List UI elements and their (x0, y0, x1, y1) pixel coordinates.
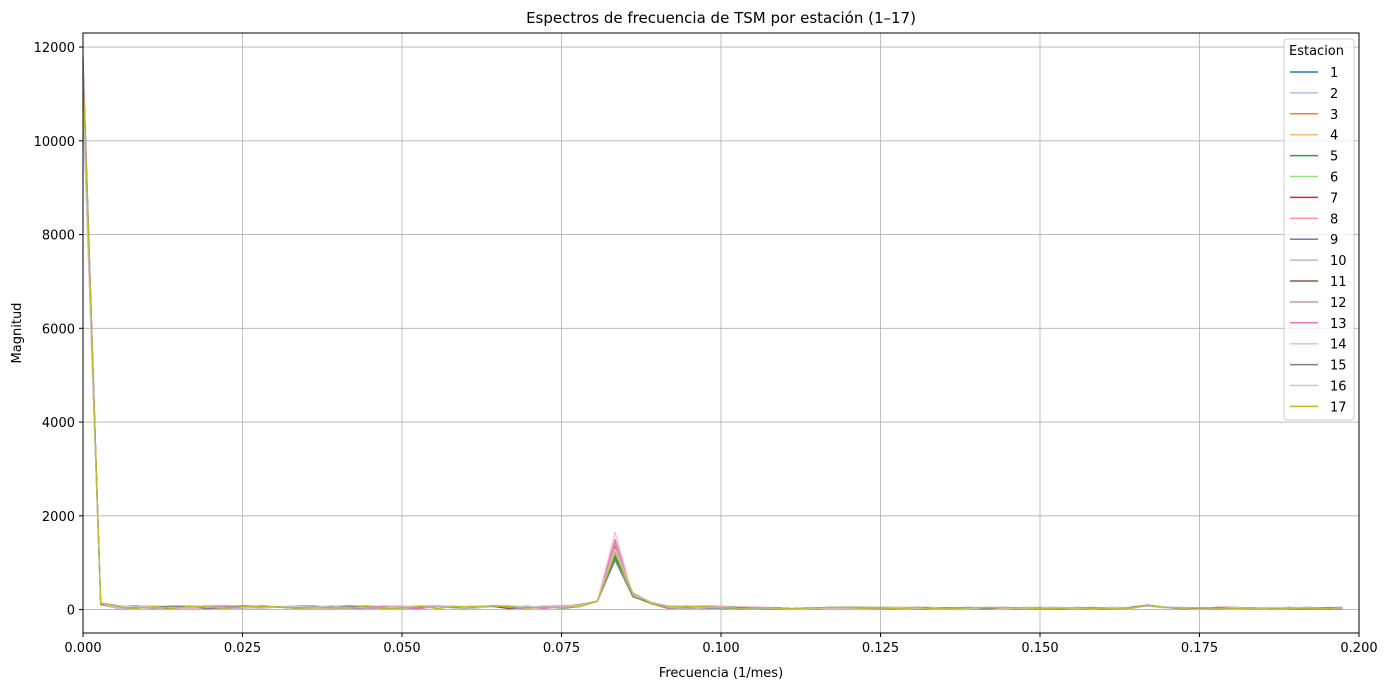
x-tick-label: 0.125 (862, 641, 899, 656)
y-tick-label: 0 (67, 604, 75, 619)
legend-label-15: 15 (1330, 359, 1347, 374)
legend-label-17: 17 (1330, 400, 1347, 415)
x-axis: 0.000 0.025 0.050 0.075 0.100 0.125 0.150 0.175… (64, 633, 1378, 656)
legend-label-12: 12 (1330, 296, 1347, 311)
y-tick-label: 2000 (42, 510, 75, 525)
y-tick-label: 12000 (34, 41, 75, 56)
x-tick-label: 0.025 (224, 641, 261, 656)
legend-label-7: 7 (1330, 191, 1338, 206)
grid (82, 33, 1360, 633)
legend-label-8: 8 (1330, 212, 1338, 227)
x-tick-label: 0.000 (64, 641, 101, 656)
legend-label-5: 5 (1330, 150, 1338, 165)
legend-title: Estacion (1289, 44, 1344, 59)
legend-label-2: 2 (1330, 87, 1338, 102)
legend-label-1: 1 (1330, 66, 1338, 81)
series-lines (82, 56, 1343, 610)
legend-label-6: 6 (1330, 171, 1338, 186)
x-axis-label: Frecuencia (1/mes) (659, 666, 783, 681)
y-axis-label: Magnitud (10, 303, 25, 364)
y-tick-label: 6000 (42, 322, 75, 337)
y-tick-label: 10000 (34, 135, 75, 150)
legend-label-4: 4 (1330, 129, 1338, 144)
legend-label-10: 10 (1330, 254, 1347, 269)
legend-label-11: 11 (1330, 275, 1347, 290)
x-tick-label: 0.175 (1181, 641, 1218, 656)
legend-label-16: 16 (1330, 380, 1347, 395)
y-tick-label: 8000 (42, 229, 75, 244)
legend-label-9: 9 (1330, 233, 1338, 248)
legend-label-13: 13 (1330, 317, 1347, 332)
x-tick-label: 0.150 (1021, 641, 1058, 656)
y-tick-label: 4000 (42, 416, 75, 431)
chart-title: Espectros de frecuencia de TSM por estac… (526, 9, 916, 27)
x-tick-label: 0.100 (702, 641, 739, 656)
series-line-17 (82, 70, 1343, 610)
x-tick-label: 0.200 (1340, 641, 1377, 656)
y-axis: 0 2000 4000 6000 8000 10000 12000 (34, 41, 83, 619)
legend-label-3: 3 (1330, 108, 1338, 123)
legend-label-14: 14 (1330, 338, 1347, 353)
x-tick-label: 0.075 (543, 641, 580, 656)
x-tick-label: 0.050 (383, 641, 420, 656)
